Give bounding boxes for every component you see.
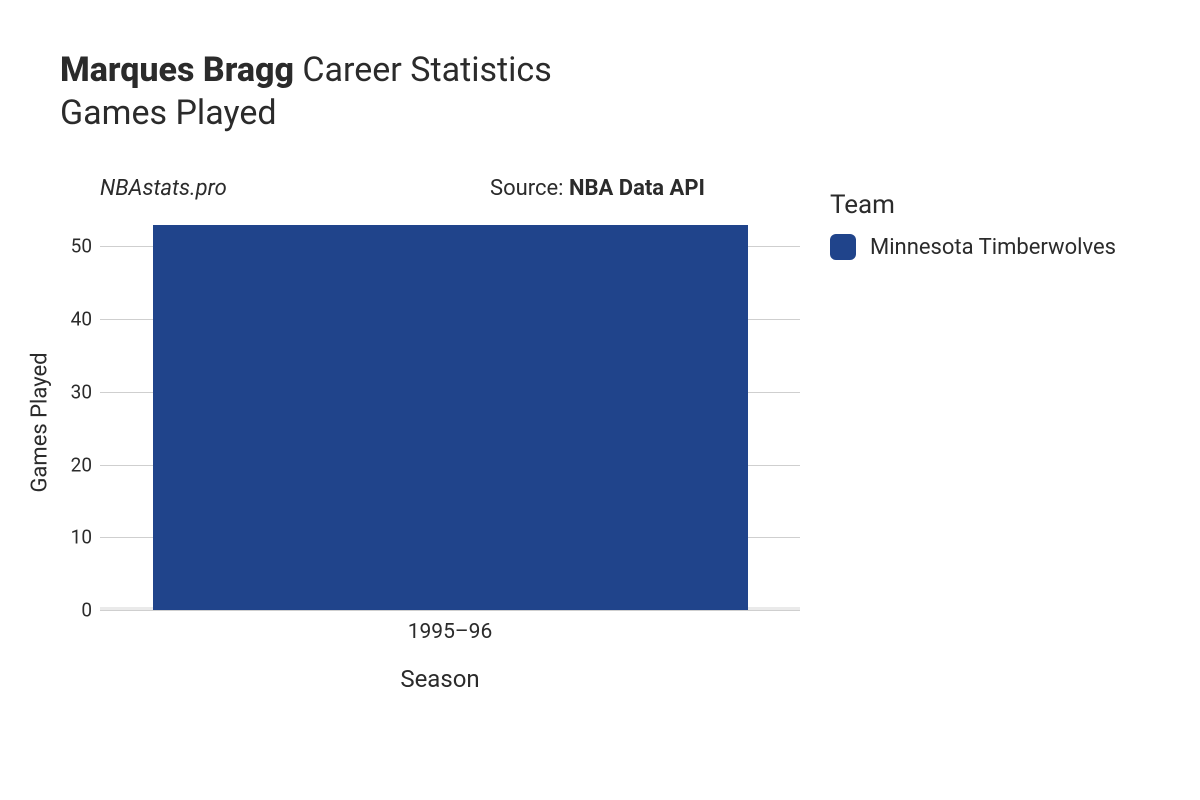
legend-title: Team	[830, 190, 1116, 220]
title-subtitle: Games Played	[60, 93, 552, 134]
y-tick-label: 50	[52, 235, 92, 258]
chart-container: Marques Bragg Career Statistics Games Pl…	[0, 0, 1200, 800]
y-axis-label: Games Played	[28, 352, 53, 492]
y-tick-label: 40	[52, 308, 92, 331]
plot-area: 01020304050	[100, 210, 800, 610]
x-tick-label: 1995–96	[408, 620, 493, 644]
title-line-1: Marques Bragg Career Statistics	[60, 50, 552, 91]
branding-site: NBAstats.pro	[100, 176, 227, 201]
bar	[153, 225, 748, 610]
source-label: Source:	[490, 176, 569, 201]
y-tick-label: 0	[52, 599, 92, 622]
y-tick-label: 20	[52, 453, 92, 476]
x-axis-label: Season	[400, 665, 479, 693]
y-tick-label: 30	[52, 380, 92, 403]
y-tick-label: 10	[52, 526, 92, 549]
legend: Team Minnesota Timberwolves	[830, 190, 1116, 260]
legend-item-label: Minnesota Timberwolves	[870, 235, 1116, 260]
source-value: NBA Data API	[569, 176, 705, 201]
source-line: Source: NBA Data API	[490, 176, 705, 201]
title-block: Marques Bragg Career Statistics Games Pl…	[60, 50, 552, 134]
plot: Games Played 01020304050 Season 1995–96	[80, 210, 800, 640]
title-suffix: Career Statistics	[294, 50, 552, 90]
grid-line	[100, 610, 800, 611]
legend-swatch	[830, 234, 856, 260]
player-name: Marques Bragg	[60, 50, 294, 90]
legend-item: Minnesota Timberwolves	[830, 234, 1116, 260]
